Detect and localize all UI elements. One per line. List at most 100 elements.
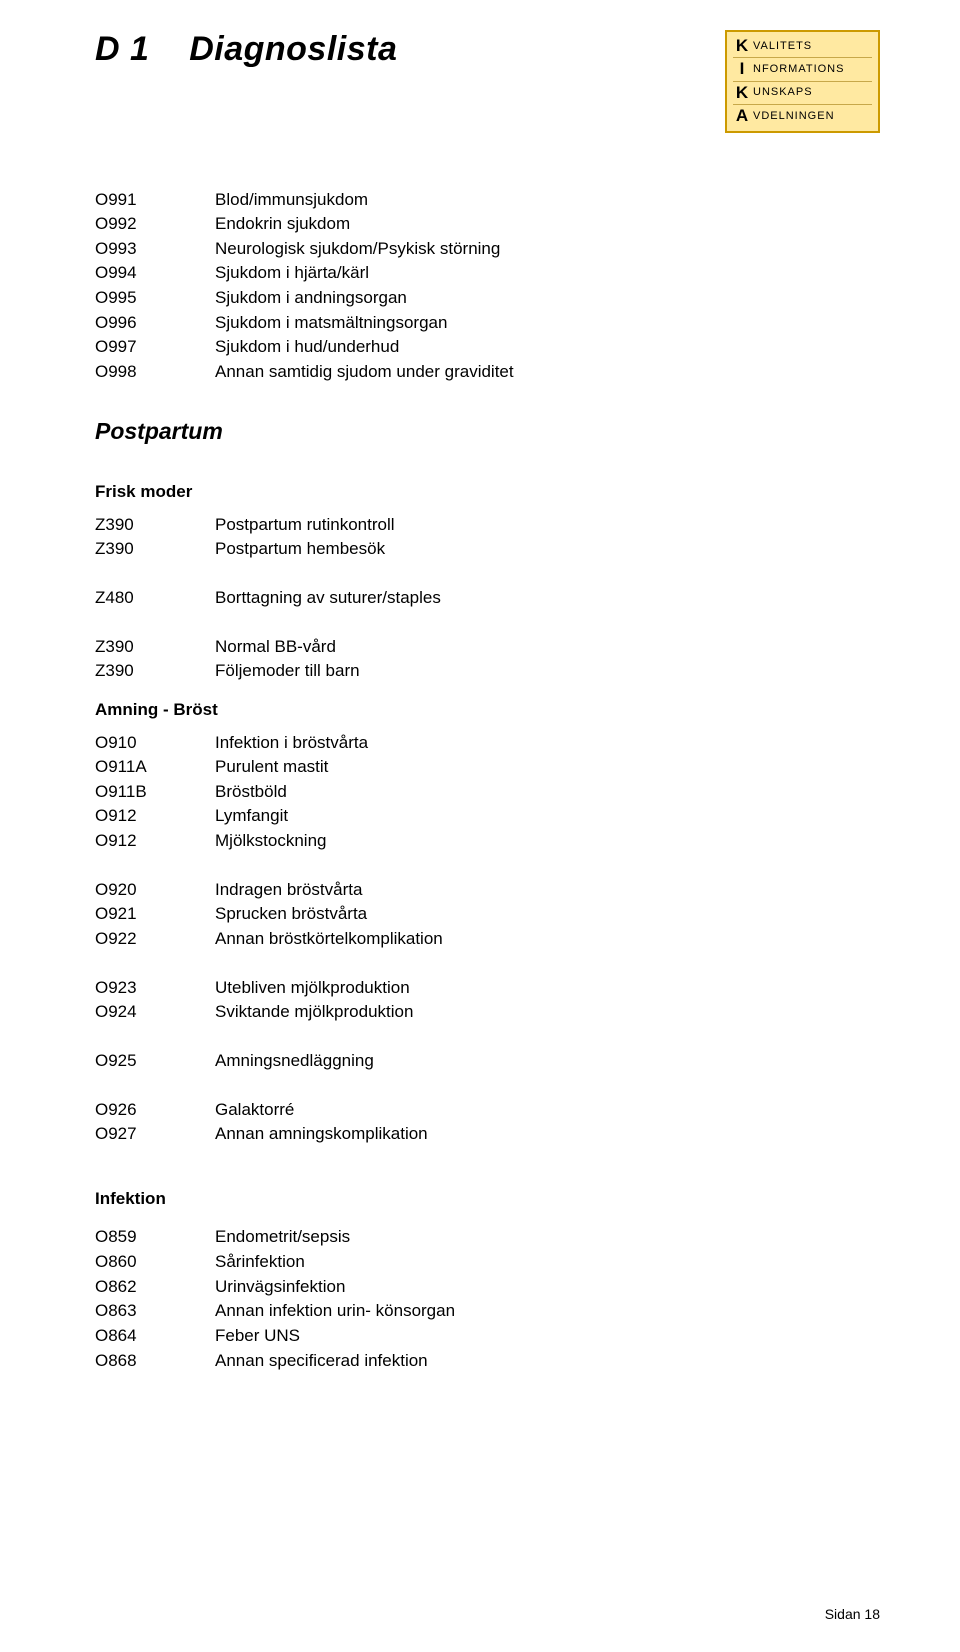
logo-letter: K: [733, 83, 751, 103]
diagnosis-code: O860: [95, 1250, 215, 1275]
diagnosis-code: Z390: [95, 513, 215, 538]
code-row: O868Annan specificerad infektion: [95, 1349, 880, 1374]
diagnosis-code: O859: [95, 1225, 215, 1250]
logo-letter: K: [733, 36, 751, 56]
diagnosis-code: O920: [95, 878, 215, 903]
diagnosis-code: O863: [95, 1299, 215, 1324]
code-row: O926Galaktorré: [95, 1098, 880, 1123]
amning-group5: O926GalaktorréO927Annan amningskomplikat…: [95, 1098, 880, 1147]
code-row: O995Sjukdom i andningsorgan: [95, 286, 880, 311]
amning-group2: O920Indragen bröstvårtaO921Sprucken brös…: [95, 878, 880, 952]
amning-group1: O910Infektion i bröstvårtaO911APurulent …: [95, 731, 880, 854]
diagnosis-code: O921: [95, 902, 215, 927]
diagnosis-code: Z390: [95, 537, 215, 562]
diagnosis-code: O924: [95, 1000, 215, 1025]
diagnosis-code: O997: [95, 335, 215, 360]
code-row: O864Feber UNS: [95, 1324, 880, 1349]
diagnosis-code: O864: [95, 1324, 215, 1349]
diagnosis-label: Indragen bröstvårta: [215, 878, 880, 903]
diagnosis-label: Sprucken bröstvårta: [215, 902, 880, 927]
code-row: O996Sjukdom i matsmältningsorgan: [95, 311, 880, 336]
diagnosis-code: O994: [95, 261, 215, 286]
logo-row: I NFORMATIONS: [733, 58, 872, 81]
code-row: Z390Normal BB-vård: [95, 635, 880, 660]
code-row: O911BBröstböld: [95, 780, 880, 805]
diagnosis-label: Mjölkstockning: [215, 829, 880, 854]
diagnosis-label: Sviktande mjölkproduktion: [215, 1000, 880, 1025]
logo-row: K VALITETS: [733, 35, 872, 58]
heading-amning: Amning - Bröst: [95, 684, 880, 731]
frisk-group1: Z390Postpartum rutinkontrollZ390Postpart…: [95, 513, 880, 562]
diagnosis-code: O910: [95, 731, 215, 756]
diagnosis-label: Normal BB-vård: [215, 635, 880, 660]
code-row: Z480Borttagning av suturer/staples: [95, 586, 880, 611]
diagnosis-label: Postpartum hembesök: [215, 537, 880, 562]
diagnosis-label: Annan specificerad infektion: [215, 1349, 880, 1374]
diagnosis-label: Annan samtidig sjudom under graviditet: [215, 360, 880, 385]
code-row: Z390Följemoder till barn: [95, 659, 880, 684]
diagnosis-label: Urinvägsinfektion: [215, 1275, 880, 1300]
code-row: O910Infektion i bröstvårta: [95, 731, 880, 756]
diagnosis-label: Sjukdom i hud/underhud: [215, 335, 880, 360]
infektion-group1: O859Endometrit/sepsisO860SårinfektionO86…: [95, 1225, 880, 1373]
diagnosis-code: O991: [95, 188, 215, 213]
diagnosis-label: Amningsnedläggning: [215, 1049, 880, 1074]
logo-box: K VALITETS I NFORMATIONS K UNSKAPS A VDE…: [725, 30, 880, 133]
page-footer: Sidan 18: [825, 1606, 880, 1622]
diagnosis-label: Endokrin sjukdom: [215, 212, 880, 237]
code-row: O998Annan samtidig sjudom under gravidit…: [95, 360, 880, 385]
diagnosis-code: O923: [95, 976, 215, 1001]
diagnosis-code: Z390: [95, 635, 215, 660]
diagnosis-code: O925: [95, 1049, 215, 1074]
code-row: O997Sjukdom i hud/underhud: [95, 335, 880, 360]
code-row: O927Annan amningskomplikation: [95, 1122, 880, 1147]
diagnosis-label: Infektion i bröstvårta: [215, 731, 880, 756]
diagnosis-label: Purulent mastit: [215, 755, 880, 780]
code-row: O994Sjukdom i hjärta/kärl: [95, 261, 880, 286]
diagnosis-label: Annan infektion urin- könsorgan: [215, 1299, 880, 1324]
code-row: O923Utebliven mjölkproduktion: [95, 976, 880, 1001]
doc-title-text: Diagnoslista: [189, 30, 397, 68]
code-row: O992Endokrin sjukdom: [95, 212, 880, 237]
logo-row: A VDELNINGEN: [733, 105, 872, 127]
diagnosis-code: O926: [95, 1098, 215, 1123]
logo-row: K UNSKAPS: [733, 82, 872, 105]
diagnosis-label: Utebliven mjölkproduktion: [215, 976, 880, 1001]
diagnosis-label: Följemoder till barn: [215, 659, 880, 684]
diagnosis-label: Sjukdom i hjärta/kärl: [215, 261, 880, 286]
amning-group3: O923Utebliven mjölkproduktionO924Sviktan…: [95, 976, 880, 1025]
diagnosis-label: Sårinfektion: [215, 1250, 880, 1275]
diagnosis-code: O992: [95, 212, 215, 237]
diagnosis-code: Z390: [95, 659, 215, 684]
code-row: O921Sprucken bröstvårta: [95, 902, 880, 927]
logo-letter: A: [733, 106, 751, 126]
frisk-group2: Z480Borttagning av suturer/staples: [95, 586, 880, 611]
code-row: O991Blod/immunsjukdom: [95, 188, 880, 213]
diagnosis-label: Sjukdom i andningsorgan: [215, 286, 880, 311]
code-row: Z390Postpartum hembesök: [95, 537, 880, 562]
diagnosis-label: Neurologisk sjukdom/Psykisk störning: [215, 237, 880, 262]
amning-group4: O925Amningsnedläggning: [95, 1049, 880, 1074]
diagnosis-label: Sjukdom i matsmältningsorgan: [215, 311, 880, 336]
code-row: O922Annan bröstkörtelkomplikation: [95, 927, 880, 952]
diagnosis-label: Bröstböld: [215, 780, 880, 805]
code-row: Z390Postpartum rutinkontroll: [95, 513, 880, 538]
diagnosis-code: O911A: [95, 755, 215, 780]
diagnosis-label: Blod/immunsjukdom: [215, 188, 880, 213]
heading-frisk-moder: Frisk moder: [95, 474, 880, 513]
diagnosis-code: O911B: [95, 780, 215, 805]
intro-block: O991Blod/immunsjukdomO992Endokrin sjukdo…: [95, 188, 880, 385]
diagnosis-code: O998: [95, 360, 215, 385]
frisk-group3: Z390Normal BB-vårdZ390Följemoder till ba…: [95, 635, 880, 684]
diagnosis-label: Galaktorré: [215, 1098, 880, 1123]
heading-postpartum: Postpartum: [95, 415, 880, 450]
diagnosis-label: Endometrit/sepsis: [215, 1225, 880, 1250]
code-row: O924Sviktande mjölkproduktion: [95, 1000, 880, 1025]
code-row: O911APurulent mastit: [95, 755, 880, 780]
logo-rest: NFORMATIONS: [753, 63, 844, 76]
logo-rest: UNSKAPS: [753, 86, 813, 99]
diagnosis-label: Borttagning av suturer/staples: [215, 586, 880, 611]
diagnosis-code: O927: [95, 1122, 215, 1147]
document-title: D 1 Diagnoslista: [95, 30, 397, 69]
logo-rest: VALITETS: [753, 40, 812, 53]
